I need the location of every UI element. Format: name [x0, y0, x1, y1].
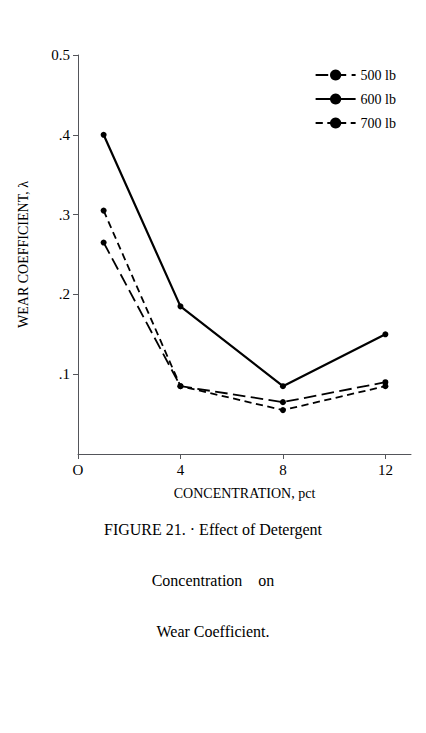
svg-text:700 lb: 700 lb [361, 116, 396, 131]
svg-text:4: 4 [177, 462, 185, 478]
svg-text:600 lb: 600 lb [361, 92, 396, 107]
svg-text:Wear Coefficient.: Wear Coefficient. [156, 623, 269, 640]
svg-text:.1: .1 [59, 366, 70, 382]
svg-text:500 lb: 500 lb [361, 68, 396, 83]
svg-text:Concentration on: Concentration on [152, 572, 275, 589]
svg-text:.3: .3 [59, 207, 70, 223]
svg-text:.4: .4 [59, 127, 71, 143]
svg-text:8: 8 [279, 462, 287, 478]
svg-text:12: 12 [378, 462, 393, 478]
svg-text:O: O [73, 462, 84, 478]
svg-text:WEAR COEFFICIENT, λ: WEAR COEFFICIENT, λ [16, 181, 31, 328]
svg-text:0.5: 0.5 [51, 47, 70, 63]
svg-text:CONCENTRATION, pct: CONCENTRATION, pct [174, 486, 316, 501]
svg-text:.2: .2 [59, 286, 70, 302]
svg-text:FIGURE 21. · Effect of Deterge: FIGURE 21. · Effect of Detergent [104, 521, 323, 539]
